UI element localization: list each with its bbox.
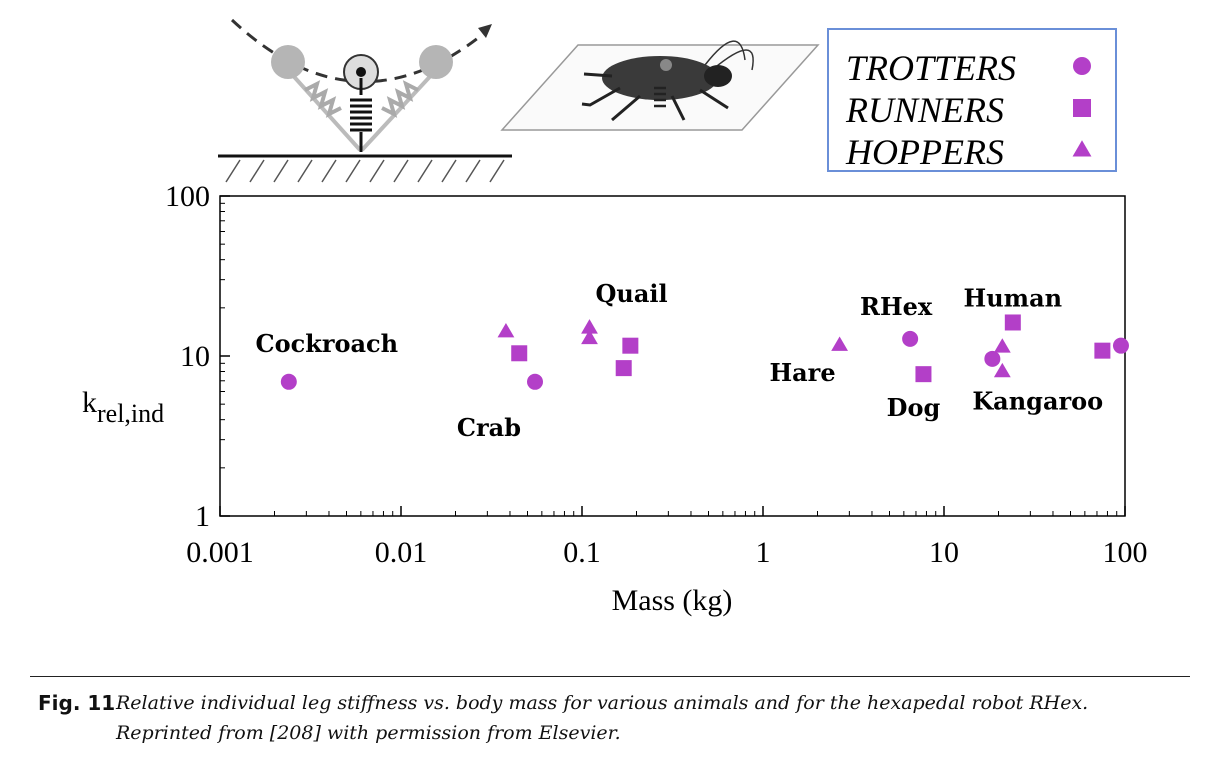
data-point-square xyxy=(622,337,639,354)
data-point-circle xyxy=(984,350,1001,367)
annotation-cockroach: Cockroach xyxy=(256,329,399,358)
data-point-circle xyxy=(527,373,544,390)
x-tick-label: 0.1 xyxy=(563,536,601,569)
data-point-triangle xyxy=(993,362,1011,378)
spring-mass-illustration xyxy=(218,18,512,183)
legend-marker-square xyxy=(1073,99,1091,117)
cockroach-illustration xyxy=(500,40,820,131)
y-axis-title: krel,ind xyxy=(82,386,164,428)
caption-text: Relative individual leg stiffness vs. bo… xyxy=(116,692,1089,744)
data-point-square xyxy=(1094,342,1111,359)
legend-marker-triangle xyxy=(1072,140,1092,157)
caption-rule xyxy=(30,676,1190,677)
data-point-circle xyxy=(1112,337,1129,354)
annotation-dog: Dog xyxy=(887,393,941,422)
figure-caption: Fig. 11 Relative individual leg stiffnes… xyxy=(38,688,1188,748)
point-annotations: Cockroach Crab Quail Hare RHex Dog Human Kangar… xyxy=(256,279,1104,442)
x-tick-label: 1 xyxy=(756,536,771,569)
data-point-square xyxy=(915,366,932,383)
annotation-crab: Crab xyxy=(457,413,521,442)
x-tick-label: 0.001 xyxy=(186,536,254,569)
data-point-square xyxy=(511,345,528,362)
y-tick-label: 1 xyxy=(195,500,210,533)
data-point-square xyxy=(615,360,632,377)
x-axis-title: Mass (kg) xyxy=(612,584,733,617)
data-point-triangle xyxy=(497,322,515,338)
x-tick-label: 100 xyxy=(1103,536,1148,569)
data-point-triangle xyxy=(581,329,598,345)
data-point-triangle xyxy=(831,336,849,351)
data-point-circle xyxy=(902,330,919,347)
annotation-rhex: RHex xyxy=(860,292,933,321)
legend-label-trotters: TROTTERS xyxy=(846,48,1016,88)
data-point-square xyxy=(1004,314,1021,331)
annotation-quail: Quail xyxy=(595,279,667,308)
legend-label-runners: RUNNERS xyxy=(845,90,1004,130)
annotation-kangaroo: Kangaroo xyxy=(972,387,1103,416)
legend-label-hoppers: HOPPERS xyxy=(845,132,1004,172)
data-markers xyxy=(280,314,1129,390)
data-point-triangle xyxy=(993,338,1011,353)
y-tick-label: 10 xyxy=(180,340,210,373)
x-tick-label: 10 xyxy=(929,536,959,569)
caption-label: Fig. 11 xyxy=(38,691,116,715)
data-point-circle xyxy=(280,373,297,390)
y-tick-label: 100 xyxy=(165,180,210,213)
axes: 0.001 0.01 0.1 1 10 100 1 10 100 xyxy=(165,180,1148,569)
y-axis-title-subscript: rel,ind xyxy=(97,399,164,428)
y-axis-title-main: k xyxy=(82,386,97,419)
x-tick-label: 0.01 xyxy=(375,536,428,569)
legend-marker-circle xyxy=(1073,57,1091,75)
annotation-hare: Hare xyxy=(769,358,835,387)
data-point-triangle xyxy=(581,319,598,334)
annotation-human: Human xyxy=(964,283,1063,312)
